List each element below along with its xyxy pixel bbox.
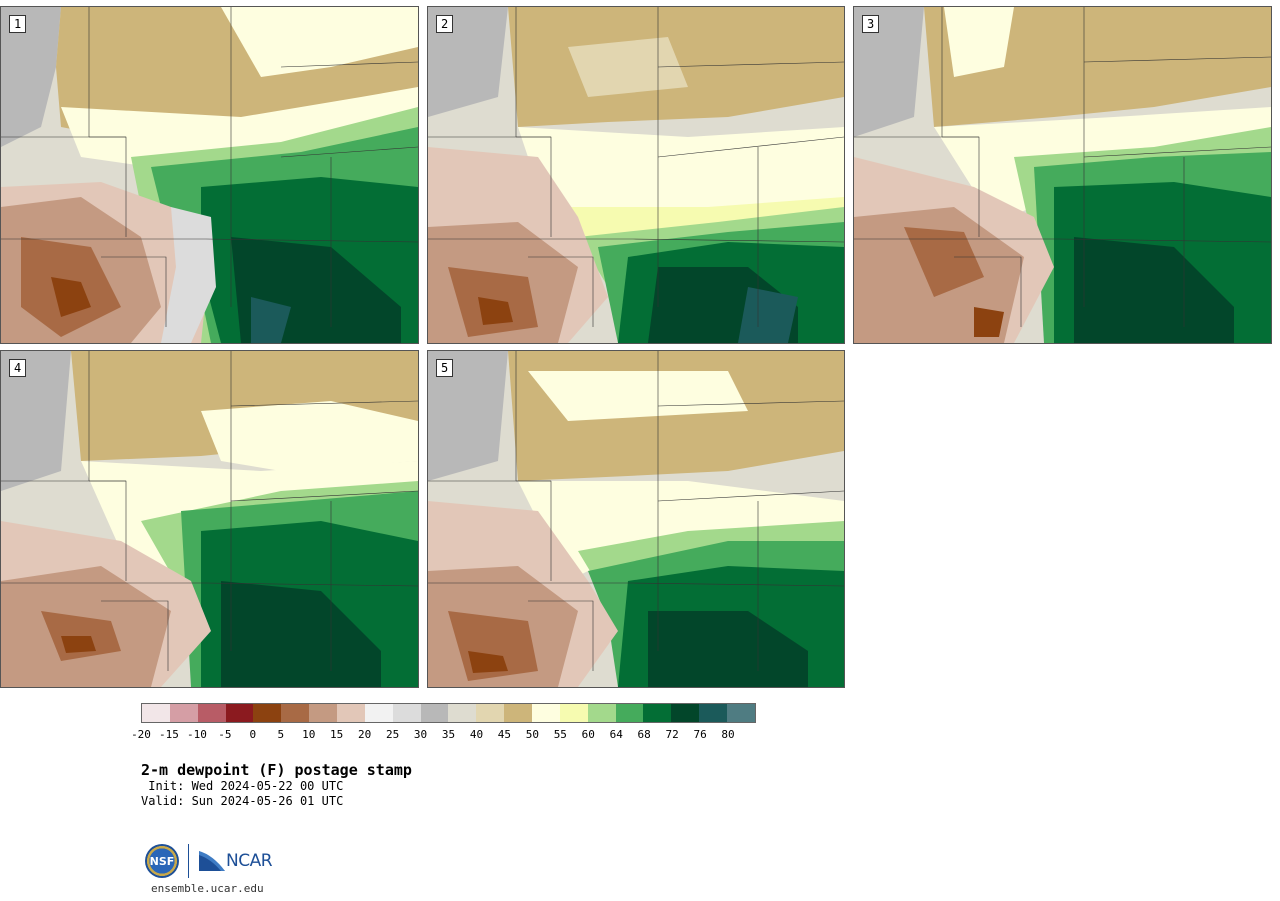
site-url[interactable]: ensemble.ucar.edu	[151, 882, 264, 895]
colorbar-tick-label: -20	[131, 728, 151, 741]
colorbar-swatch	[253, 704, 282, 722]
logos: NSF NCAR	[145, 843, 273, 879]
colorbar-swatch	[587, 704, 616, 722]
colorbar-swatch	[559, 704, 588, 722]
colorbar-swatch	[615, 704, 644, 722]
colorbar-tick-label: 25	[385, 728, 400, 741]
colorbar-tick-label: -5	[218, 728, 232, 741]
colorbar-swatch	[643, 704, 672, 722]
colorbar-swatch	[142, 704, 170, 722]
valid-time: Valid: Sun 2024-05-26 01 UTC	[141, 794, 344, 808]
ncar-wordmark: NCAR	[226, 851, 273, 871]
colorbar-swatch	[671, 704, 700, 722]
stamp-number-5: 5	[436, 359, 454, 377]
colorbar-tick-label: 76	[693, 728, 707, 741]
colorbar-swatch	[225, 704, 254, 722]
stamp-number-3: 3	[862, 15, 880, 33]
colorbar-swatch	[727, 704, 755, 722]
colorbar-tick-label: 40	[469, 728, 484, 741]
dewpoint-map-3	[854, 7, 1271, 343]
colorbar-swatch	[337, 704, 365, 722]
dewpoint-map-4	[1, 351, 418, 687]
stamp-number-1: 1	[9, 15, 27, 33]
stamp-panel-5: 5	[427, 350, 845, 688]
colorbar-tick-label: 45	[497, 728, 512, 741]
colorbar-tick-label: 15	[330, 728, 344, 741]
init-time: Init: Wed 2024-05-22 00 UTC	[141, 779, 344, 793]
stamp-number-4: 4	[9, 359, 27, 377]
colorbar-tick-label: 5	[277, 728, 285, 741]
colorbar-swatch	[309, 704, 338, 722]
colorbar-swatch	[281, 704, 310, 722]
colorbar-swatch	[169, 704, 198, 722]
colorbar-tick-labels: -20 -15 -10 -5 0 5 10 15 20 25 30 35 40 45 50 55 60 64 68 7…	[130, 728, 770, 742]
colorbar-tick-label: 64	[609, 728, 623, 741]
colorbar-tick-label: -15	[159, 728, 179, 741]
nsf-logo: NSF	[145, 844, 179, 878]
colorbar-tick-label: -10	[186, 728, 207, 741]
colorbar-swatch	[448, 704, 477, 722]
colorbar-tick-label: 55	[553, 728, 567, 741]
stamp-panel-1: 1	[0, 6, 419, 344]
dewpoint-map-5	[428, 351, 844, 687]
dewpoint-colorbar	[141, 703, 756, 723]
colorbar-swatch	[504, 704, 533, 722]
colorbar-swatch	[532, 704, 560, 722]
colorbar-tick-label: 68	[637, 728, 651, 741]
dewpoint-map-1	[1, 7, 418, 343]
dewpoint-map-2	[428, 7, 844, 343]
colorbar-tick-label: 80	[721, 728, 735, 741]
colorbar-tick-label: 50	[525, 728, 539, 741]
stamp-number-2: 2	[436, 15, 454, 33]
colorbar-tick-label: 20	[358, 728, 372, 741]
colorbar-swatch	[197, 704, 226, 722]
colorbar-tick-label: 72	[665, 728, 679, 741]
colorbar-tick-label: 30	[413, 728, 428, 741]
stamp-panel-2: 2	[427, 6, 845, 344]
colorbar-swatch	[699, 704, 728, 722]
colorbar-tick-label: 10	[302, 728, 316, 741]
colorbar-swatch	[476, 704, 505, 722]
colorbar-tick-label: 35	[441, 728, 456, 741]
logo-divider	[188, 844, 189, 878]
figure-title: 2-m dewpoint (F) postage stamp	[141, 761, 412, 779]
colorbar-swatch	[420, 704, 449, 722]
stamp-panel-3: 3	[853, 6, 1272, 344]
stamp-panel-4: 4	[0, 350, 419, 688]
ncar-swoosh-icon	[199, 851, 225, 871]
ncar-logo: NCAR	[199, 851, 273, 871]
colorbar-swatch	[392, 704, 421, 722]
colorbar-tick-label: 0	[249, 728, 257, 741]
colorbar-swatch	[364, 704, 393, 722]
colorbar-tick-label: 60	[581, 728, 595, 741]
